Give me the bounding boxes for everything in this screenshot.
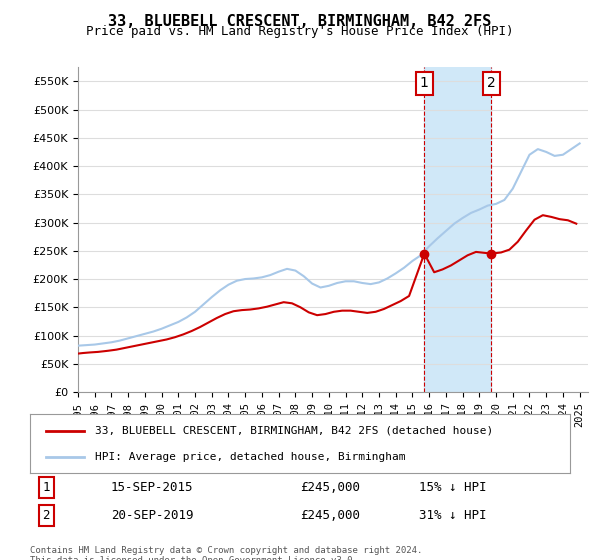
Text: 20-SEP-2019: 20-SEP-2019 xyxy=(111,509,193,522)
Text: £245,000: £245,000 xyxy=(300,481,360,494)
Text: 15% ↓ HPI: 15% ↓ HPI xyxy=(419,481,487,494)
Text: 33, BLUEBELL CRESCENT, BIRMINGHAM, B42 2FS (detached house): 33, BLUEBELL CRESCENT, BIRMINGHAM, B42 2… xyxy=(95,426,493,436)
Text: HPI: Average price, detached house, Birmingham: HPI: Average price, detached house, Birm… xyxy=(95,452,406,462)
Text: 1: 1 xyxy=(43,481,50,494)
Text: £245,000: £245,000 xyxy=(300,509,360,522)
Text: 2: 2 xyxy=(43,509,50,522)
Text: Contains HM Land Registry data © Crown copyright and database right 2024.
This d: Contains HM Land Registry data © Crown c… xyxy=(30,546,422,560)
Text: 2: 2 xyxy=(487,77,496,91)
Text: 15-SEP-2015: 15-SEP-2015 xyxy=(111,481,193,494)
Text: Price paid vs. HM Land Registry's House Price Index (HPI): Price paid vs. HM Land Registry's House … xyxy=(86,25,514,38)
Text: 1: 1 xyxy=(420,77,429,91)
Text: 31% ↓ HPI: 31% ↓ HPI xyxy=(419,509,487,522)
Text: 33, BLUEBELL CRESCENT, BIRMINGHAM, B42 2FS: 33, BLUEBELL CRESCENT, BIRMINGHAM, B42 2… xyxy=(109,14,491,29)
Bar xyxy=(424,67,491,392)
